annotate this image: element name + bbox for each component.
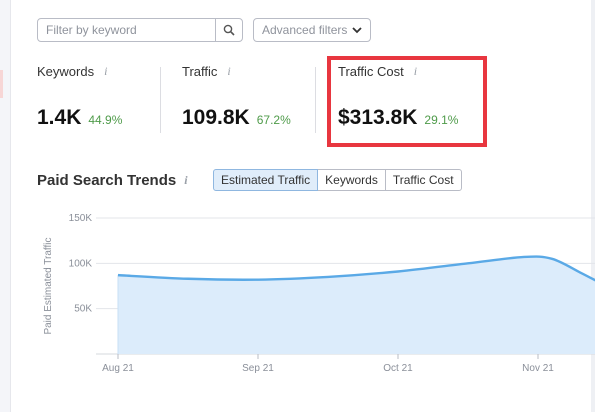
metric-label: Traffic Cost <box>338 64 404 79</box>
x-tick-label: Sep 21 <box>242 363 274 374</box>
metric-traffic-cost: Traffic Cost i $313.8K 29.1% <box>338 64 458 130</box>
info-icon[interactable]: i <box>413 64 418 78</box>
keyword-filter-input[interactable] <box>38 19 215 41</box>
x-tick-label: Oct 21 <box>383 363 413 374</box>
metric-value: $313.8K <box>338 106 418 129</box>
divider <box>315 67 316 133</box>
metric-value: 109.8K <box>182 106 250 129</box>
chevron-down-icon <box>352 26 362 33</box>
x-tick-label: Nov 21 <box>522 363 554 374</box>
info-icon[interactable]: i <box>184 173 188 187</box>
metric-change: 29.1% <box>424 113 459 127</box>
series-line <box>117 255 595 282</box>
y-axis-label: Paid Estimated Traffic <box>43 237 54 334</box>
chart-metric-tabs: Estimated Traffic Keywords Traffic Cost <box>213 169 462 191</box>
metric-change: 44.9% <box>88 113 123 127</box>
metric-label: Traffic <box>182 64 218 79</box>
highlight-box <box>327 56 487 147</box>
area-fill <box>118 256 595 354</box>
x-tick-label: Aug 21 <box>102 363 134 374</box>
left-sidebar-edge <box>0 0 11 412</box>
metric-change: 67.2% <box>256 113 291 127</box>
y-tick-label: 50K <box>74 304 92 315</box>
right-scroll-edge <box>591 0 595 412</box>
divider <box>160 67 161 133</box>
keyword-filter <box>37 18 243 42</box>
metric-keywords: Keywords i 1.4K 44.9% <box>37 64 122 130</box>
sidebar-accent <box>0 70 3 98</box>
tab-estimated-traffic[interactable]: Estimated Traffic <box>213 169 319 191</box>
section-title: Paid Search Trends <box>37 172 177 189</box>
search-icon <box>223 24 235 36</box>
y-tick-label: 150K <box>69 213 93 224</box>
info-icon[interactable]: i <box>227 64 231 78</box>
advanced-filters-button[interactable]: Advanced filters <box>253 18 371 42</box>
tab-traffic-cost[interactable]: Traffic Cost <box>384 169 462 191</box>
metric-label: Keywords <box>37 64 95 79</box>
advanced-filters-label: Advanced filters <box>262 23 348 37</box>
metric-value: 1.4K <box>37 106 82 129</box>
paid-search-trends-title: Paid Search Trends i <box>37 172 188 189</box>
metric-traffic: Traffic i 109.8K 67.2% <box>182 64 291 130</box>
search-button[interactable] <box>215 19 242 41</box>
y-tick-label: 100K <box>69 258 93 269</box>
info-icon[interactable]: i <box>104 64 108 78</box>
